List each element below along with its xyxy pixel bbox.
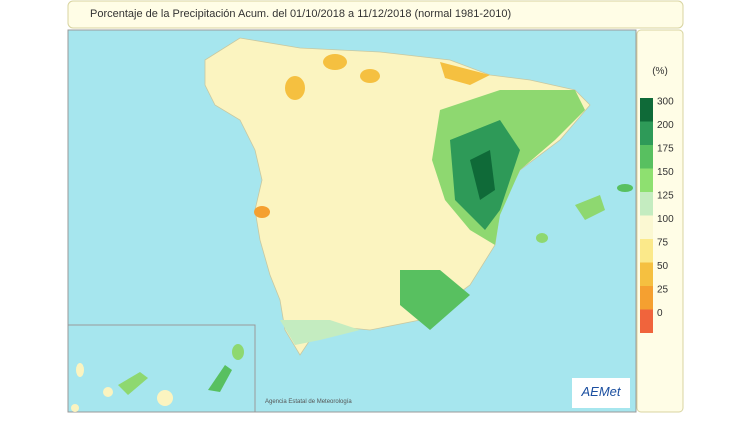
legend-label: 200 [657,120,674,131]
legend-label: 175 [657,144,674,155]
dry-patch [360,69,380,83]
legend-label: 50 [657,261,669,272]
canary-islands [71,344,244,412]
legend-label: 125 [657,191,674,202]
logo-box [572,378,630,408]
southeast-wet [400,270,470,330]
legend-swatch [640,215,653,239]
map-title: Porcentaje de la Precipitación Acum. del… [90,8,511,20]
balearic-islands [617,184,633,192]
dry-patch [323,54,347,70]
legend-swatch [640,168,653,192]
dry-patch [440,62,490,85]
dry-patch [285,76,305,100]
legend-swatch [640,192,653,216]
legend-swatch [640,239,653,263]
legend-swatch [640,309,653,333]
legend-label: 100 [657,214,674,225]
legend-label: 300 [657,97,674,108]
balearic-islands [536,233,548,243]
credit: Agencia Estatal de Meteorología [265,399,352,405]
dry-patch [254,206,270,218]
canary-inset [67,324,256,413]
wettest-region [470,150,495,200]
legend-swatch [640,98,653,122]
title-box [67,0,684,29]
south-wet [280,320,360,345]
legend-swatch [640,121,653,145]
legend-label: 25 [657,285,669,296]
balearic-islands [575,195,605,220]
peninsula [204,37,633,356]
legend-swatch [640,262,653,286]
legend-label: 150 [657,167,674,178]
legend-label: 75 [657,238,669,249]
legend-swatch [640,286,653,310]
legend-label: 0 [657,308,663,319]
logo: AEMet [580,384,621,399]
legend: 0 25 50 75 100 125 150 175 200 300 [640,97,674,333]
legend-unit: (%) [652,66,668,77]
legend-swatch [640,145,653,169]
